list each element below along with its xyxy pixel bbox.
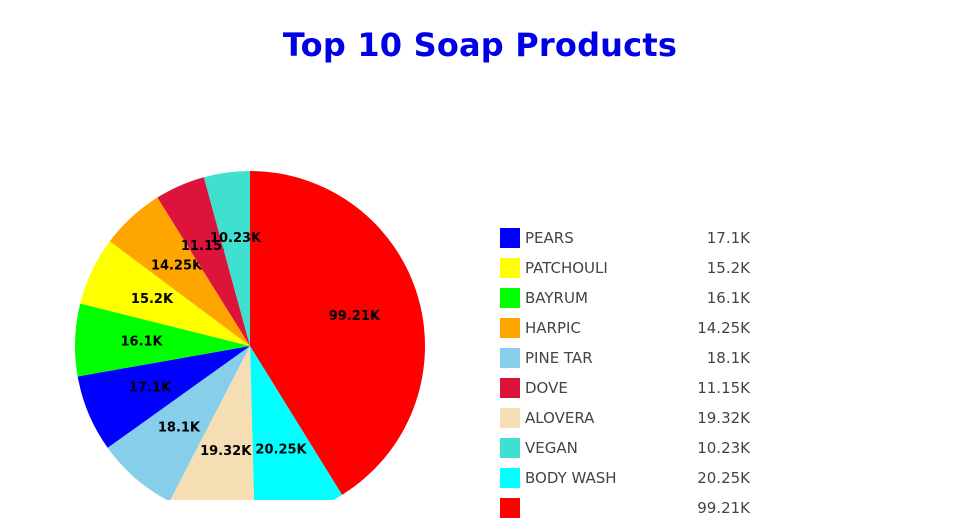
legend-item-patchouli[interactable]: PATCHOULI 15.2K [500, 256, 760, 286]
slice-label-harpic: 14.25K [151, 259, 203, 274]
legend-label: HARPIC [525, 319, 581, 337]
legend-value: 19.32K [697, 409, 750, 427]
pie-slice-bayrum[interactable] [75, 303, 250, 377]
slice-label-pears: 17.1K [129, 381, 172, 396]
legend-value: 20.25K [697, 469, 750, 487]
legend-item-alovera[interactable]: ALOVERA 19.32K [500, 406, 760, 436]
slice-label-bayrum: 16.1K [120, 335, 163, 350]
slice-label-unlabeled: 99.21K [329, 309, 381, 324]
legend-item-body-wash[interactable]: BODY WASH 20.25K [500, 466, 760, 496]
slice-label-dove: 11.15K [181, 239, 233, 254]
pie-slice-patchouli[interactable] [80, 241, 250, 346]
slice-label-patchouli: 15.2K [131, 292, 174, 307]
legend-label: PINE TAR [525, 349, 593, 367]
pie-slice-pears[interactable] [77, 346, 250, 448]
legend-label: PEARS [525, 229, 574, 247]
legend-label: VEGAN [525, 439, 578, 457]
legend-item-vegan[interactable]: VEGAN 10.23K [500, 436, 760, 466]
legend-value: 15.2K [706, 259, 750, 277]
slice-label-body-wash: 20.25K [255, 442, 307, 457]
legend-label: PATCHOULI [525, 259, 608, 277]
slice-label-alovera: 19.32K [200, 444, 252, 459]
legend-swatch [500, 468, 520, 488]
pie-slice-unlabeled[interactable] [250, 171, 426, 495]
legend-item-harpic[interactable]: HARPIC 14.25K [500, 316, 760, 346]
legend-value: 14.25K [697, 319, 750, 337]
legend-swatch [500, 348, 520, 368]
legend-swatch [500, 318, 520, 338]
legend-swatch [500, 228, 520, 248]
legend-label: BAYRUM [525, 289, 588, 307]
legend-value: 16.1K [706, 289, 750, 307]
legend-value: 99.21K [697, 499, 750, 517]
pie-slice-harpic[interactable] [109, 197, 250, 346]
legend-item-pine-tar[interactable]: PINE TAR 18.1K [500, 346, 760, 376]
legend-value: 10.23K [697, 439, 750, 457]
legend-value: 18.1K [706, 349, 750, 367]
legend-value: 17.1K [706, 229, 750, 247]
legend-label: BODY WASH [525, 469, 617, 487]
legend-label: DOVE [525, 379, 568, 397]
legend-value: 11.15K [697, 379, 750, 397]
legend-label: ALOVERA [525, 409, 595, 427]
chart-title: Top 10 Soap Products [282, 26, 678, 64]
legend-item-unlabeled[interactable]: 99.21K [500, 496, 760, 526]
legend-swatch [500, 288, 520, 308]
legend-item-bayrum[interactable]: BAYRUM 16.1K [500, 286, 760, 316]
legend-item-dove[interactable]: DOVE 11.15K [500, 376, 760, 406]
pie-slice-vegan[interactable] [203, 171, 250, 346]
legend: PEARS 17.1K PATCHOULI 15.2K BAYRUM 16.1K HARPI… [500, 226, 760, 526]
slice-label-pine-tar: 18.1K [158, 421, 201, 436]
legend-item-pears[interactable]: PEARS 17.1K [500, 226, 760, 256]
pie-slice-alovera[interactable] [170, 346, 255, 500]
legend-swatch [500, 408, 520, 428]
pie-slice-dove[interactable] [157, 177, 250, 346]
legend-swatch [500, 258, 520, 278]
pie-slice-body-wash[interactable] [250, 346, 343, 500]
pie-slice-pine-tar[interactable] [107, 346, 250, 500]
slice-label-vegan: 10.23K [210, 231, 262, 246]
legend-swatch [500, 498, 520, 518]
legend-swatch [500, 438, 520, 458]
legend-swatch [500, 378, 520, 398]
